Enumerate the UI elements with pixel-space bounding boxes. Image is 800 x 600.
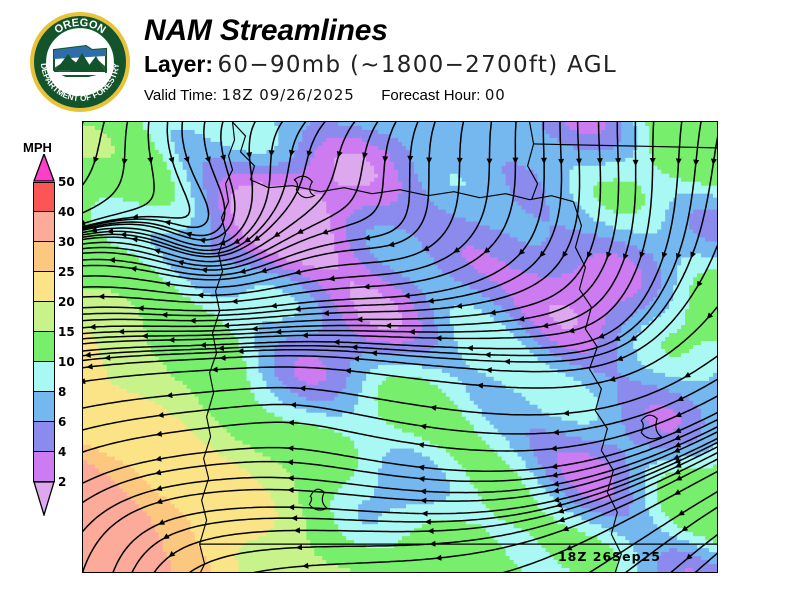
layer-line: Layer: 60−90mb (~1800−2700ft) AGL xyxy=(144,50,617,82)
wind-speed-colorbar: MPH 50 40 30 25 20 15 10 8 6 4 2 xyxy=(16,140,78,540)
valid-time-label: Valid Time: xyxy=(144,87,217,104)
colorbar-segments xyxy=(33,182,55,482)
colorbar-segment-30 xyxy=(33,242,55,272)
colorbar-segment-4 xyxy=(33,452,55,482)
colorbar-segment-25 xyxy=(33,272,55,302)
page-header: OREGON DEPARTMENT OF FORESTRY NAM Stream… xyxy=(0,0,800,118)
colorbar-tick-6: 6 xyxy=(58,415,66,429)
page-title: NAM Streamlines xyxy=(144,14,617,48)
colorbar-tick-50: 50 xyxy=(58,175,75,189)
layer-label: Layer: xyxy=(144,51,213,77)
colorbar-segment-6 xyxy=(33,422,55,452)
colorbar-segment-8 xyxy=(33,392,55,422)
colorbar-under-arrow xyxy=(33,482,55,516)
colorbar-tick-10: 10 xyxy=(58,355,75,369)
streamline-map[interactable]: 18Z 26Sep25 xyxy=(82,121,718,573)
colorbar-segment-40 xyxy=(33,212,55,242)
map-canvas xyxy=(83,122,717,572)
layer-value: 60−90mb (~1800−2700ft) AGL xyxy=(218,52,617,78)
colorbar-tick-25: 25 xyxy=(58,265,75,279)
colorbar-tick-2: 2 xyxy=(58,475,66,489)
colorbar-over-arrow xyxy=(33,154,55,182)
colorbar-tick-8: 8 xyxy=(58,385,66,399)
title-block: NAM Streamlines Layer: 60−90mb (~1800−27… xyxy=(144,14,617,106)
oregon-department-of-forestry-logo: OREGON DEPARTMENT OF FORESTRY xyxy=(26,10,134,114)
colorbar-title: MPH xyxy=(23,140,52,155)
colorbar-segment-10 xyxy=(33,362,55,392)
forecast-hour-label: Forecast Hour: xyxy=(381,87,480,104)
time-line: Valid Time: 18Z 09/26/2025 Forecast Hour… xyxy=(144,85,617,106)
colorbar-tick-40: 40 xyxy=(58,205,75,219)
colorbar-tick-4: 4 xyxy=(58,445,66,459)
colorbar-segment-15 xyxy=(33,332,55,362)
colorbar-segment-20 xyxy=(33,302,55,332)
colorbar-tick-20: 20 xyxy=(58,295,75,309)
colorbar-segment-50 xyxy=(33,182,55,212)
valid-time-value: 18Z 09/26/2025 xyxy=(222,86,355,104)
colorbar-tick-30: 30 xyxy=(58,235,75,249)
forecast-hour-value: 00 xyxy=(485,86,506,104)
map-timestamp: 18Z 26Sep25 xyxy=(558,549,661,564)
colorbar-tick-15: 15 xyxy=(58,325,75,339)
weather-map-page: OREGON DEPARTMENT OF FORESTRY NAM Stream… xyxy=(0,0,800,600)
